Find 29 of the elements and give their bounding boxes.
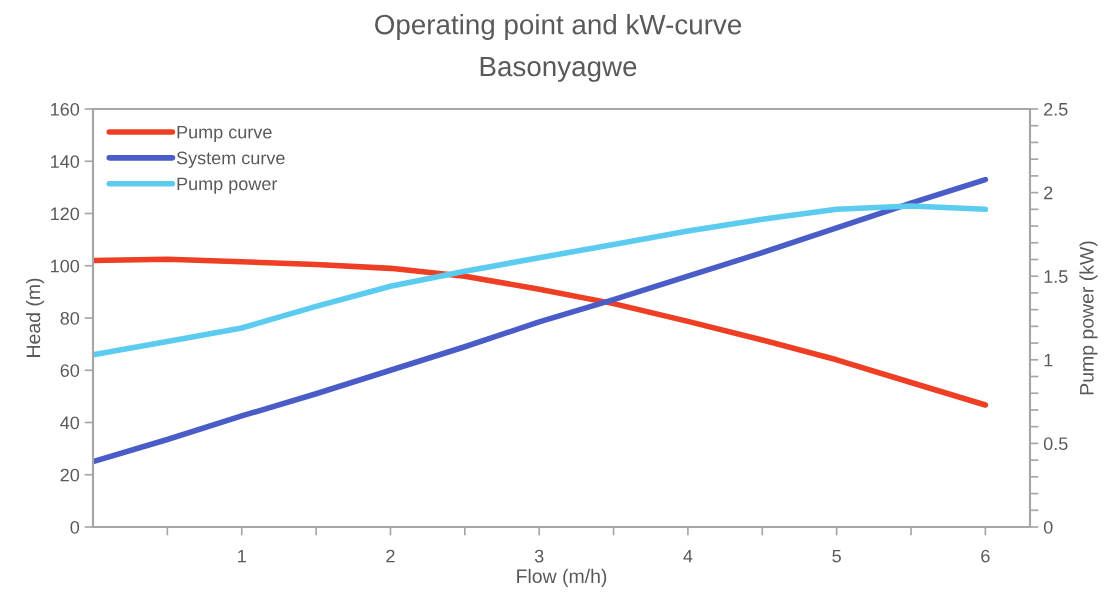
x-tick-label: 6 <box>981 549 990 563</box>
x-tick-label: 4 <box>683 549 693 563</box>
legend-label: Pump power <box>177 177 278 194</box>
y-tick-label: 60 <box>60 364 80 377</box>
y-tick-label: 120 <box>51 207 80 221</box>
legend-label: Pump curve <box>177 125 272 143</box>
y-tick-label: 140 <box>51 155 80 168</box>
y2-tick-label: 0.5 <box>1043 437 1068 451</box>
x-tick-label: 2 <box>386 549 395 563</box>
y2-tick-label: 2 <box>1044 186 1053 200</box>
y-tick-label: 80 <box>60 311 80 325</box>
chart-subtitle: Basonyagwe <box>480 56 637 82</box>
x-tick-label: 5 <box>832 549 841 563</box>
x-axis-title: Flow (m/h) <box>517 568 607 587</box>
y2-tick-label: 1 <box>1044 353 1053 367</box>
y-tick-label: 100 <box>51 259 80 273</box>
y-tick-label: 20 <box>60 468 80 482</box>
y2-tick-label: 2.5 <box>1044 102 1068 116</box>
x-tick-label: 3 <box>534 549 544 563</box>
x-tick-label: 1 <box>238 549 246 563</box>
y-tick-label: 0 <box>70 520 80 534</box>
y2-axis-title: Pump power (kW) <box>1079 241 1098 395</box>
legend-label: System curve <box>176 151 285 168</box>
y-axis-title: Head (m) <box>26 278 45 357</box>
y2-tick-label: 0 <box>1043 520 1053 534</box>
y-tick-label: 40 <box>60 416 80 430</box>
y2-tick-label: 1.5 <box>1044 270 1068 283</box>
chart-title: Operating point and kW-curve <box>375 14 742 40</box>
y-tick-label: 160 <box>51 102 80 116</box>
